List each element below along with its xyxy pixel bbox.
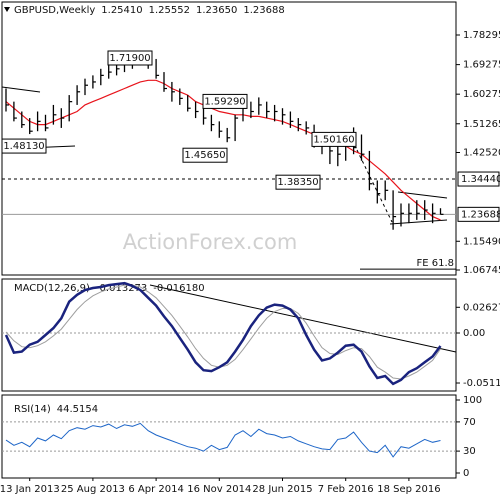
indicator-line (4, 281, 442, 386)
header-value: 1.23688 (243, 5, 284, 16)
x-tick-label: 13 Jan 2013 (0, 484, 60, 495)
panel-header: MACD(12,26,9) -0.013273 -0.016180 (14, 283, 205, 294)
header-value: 1.23650 (196, 5, 237, 16)
panel-title: RSI(14) (14, 404, 51, 415)
annotation-label: 1.50160 (313, 134, 354, 145)
y-tick-label: 0 (463, 468, 469, 479)
header-value: -0.016180 (153, 283, 204, 294)
y-tick-label: 30 (463, 446, 476, 457)
y-tick-label: 1.51265 (463, 119, 500, 130)
x-tick-label: 25 Aug 2013 (61, 484, 125, 495)
indicator-line (5, 284, 441, 380)
panel-title: MACD(12,26,9) (14, 283, 90, 294)
panel-title: GBPUSD,Weekly (14, 5, 95, 16)
annotation-label: 1.48130 (3, 141, 44, 152)
header-value: -0.013273 (96, 283, 147, 294)
level-box (457, 171, 500, 187)
annotation-box (182, 147, 228, 163)
trendline (397, 191, 448, 199)
rsi-frame (1, 394, 457, 479)
level-box (457, 206, 500, 222)
annotation-label: 1.71900 (109, 53, 150, 64)
y-tick-label: -0.051137 (463, 378, 500, 389)
trendline (1, 86, 41, 93)
header-value: 44.5154 (57, 404, 98, 415)
y-tick-label: 1.06745 (463, 265, 500, 276)
y-tick-label: 0.026276 (463, 302, 500, 313)
annotation-label: 1.38350 (277, 177, 318, 188)
y-tick-label: 1.42520 (463, 147, 500, 158)
x-tick-label: 18 Sep 2016 (377, 484, 440, 495)
macd-frame (1, 278, 457, 392)
annotation-box (311, 131, 357, 147)
price-frame (1, 1, 457, 276)
x-tick-label: 6 Apr 2014 (128, 484, 183, 495)
moving-average (5, 79, 441, 221)
level-label: 1.23688 (461, 209, 500, 220)
x-tick-label: 16 Nov 2014 (187, 484, 251, 495)
annotation-box (107, 50, 153, 66)
panel-header: GBPUSD,Weekly 1.25410 1.25552 1.23650 1.2368… (14, 5, 285, 16)
trendline (389, 219, 448, 225)
trendline (356, 149, 393, 223)
y-tick-label: 1.60275 (463, 89, 500, 100)
y-tick-label: 1.69275 (463, 60, 500, 71)
symbol-icon (4, 7, 10, 12)
level-label: 1.34440 (461, 174, 500, 185)
annotation-box (275, 174, 321, 190)
indicator-line (5, 422, 441, 458)
y-tick-label: 1.15490 (463, 236, 500, 247)
y-tick-label: 70 (463, 417, 476, 428)
x-tick-label: 28 Jun 2015 (252, 484, 312, 495)
annotation-label: 1.59290 (204, 96, 245, 107)
annotation-label: 1.45650 (184, 150, 225, 161)
fe-label: FE 61.8 (416, 258, 454, 269)
annotation-box (202, 93, 248, 109)
y-tick-label: 100 (463, 395, 482, 406)
panel-header: RSI(14) 44.5154 (14, 404, 98, 415)
x-tick-label: 7 Feb 2016 (318, 484, 374, 495)
y-tick-label: 1.78295 (463, 30, 500, 41)
header-value: 1.25410 (101, 5, 142, 16)
annotation-box (1, 138, 47, 154)
watermark: ActionForex.com (123, 230, 298, 254)
header-value: 1.25552 (149, 5, 190, 16)
y-tick-label: 0.00 (463, 328, 485, 339)
